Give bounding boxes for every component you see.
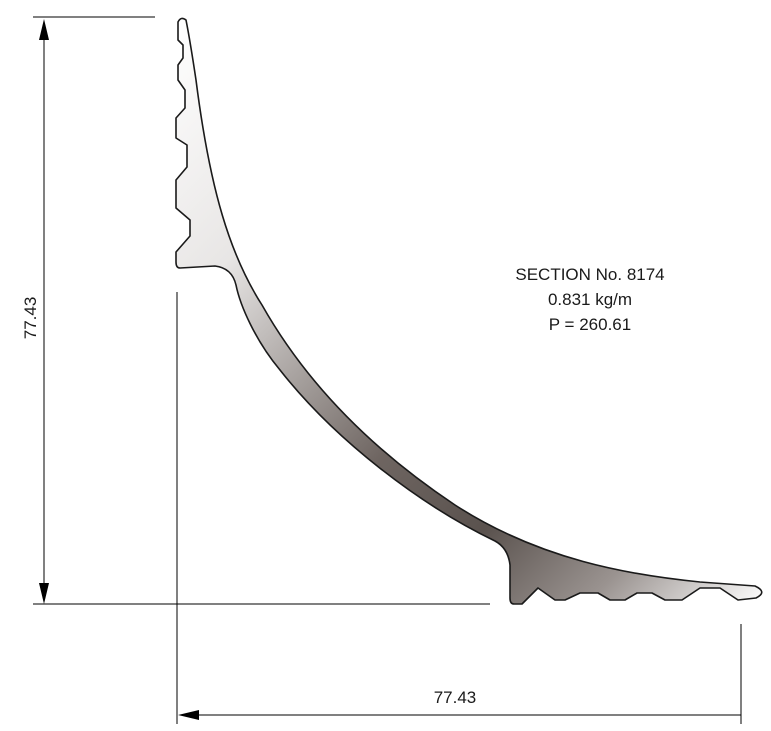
horizontal-dimension: 77.43 (176, 292, 742, 724)
vertical-dim-arrow-top (39, 19, 49, 40)
horizontal-dim-arrow-left (178, 710, 199, 720)
section-title: SECTION No. 8174 (515, 265, 665, 284)
section-weight: 0.831 kg/m (547, 290, 633, 309)
vertical-dim-label: 77.43 (21, 297, 40, 340)
profile-curve (175, 17, 763, 605)
section-info: SECTION No. 8174 0.831 kg/m P = 260.61 (470, 262, 710, 337)
vertical-dim-arrow-bottom (39, 583, 49, 604)
horizontal-dim-label: 77.43 (434, 688, 477, 707)
vertical-dimension: 77.43 (21, 16, 490, 605)
section-perimeter: P = 260.61 (548, 315, 632, 334)
profile-section (175, 17, 763, 605)
